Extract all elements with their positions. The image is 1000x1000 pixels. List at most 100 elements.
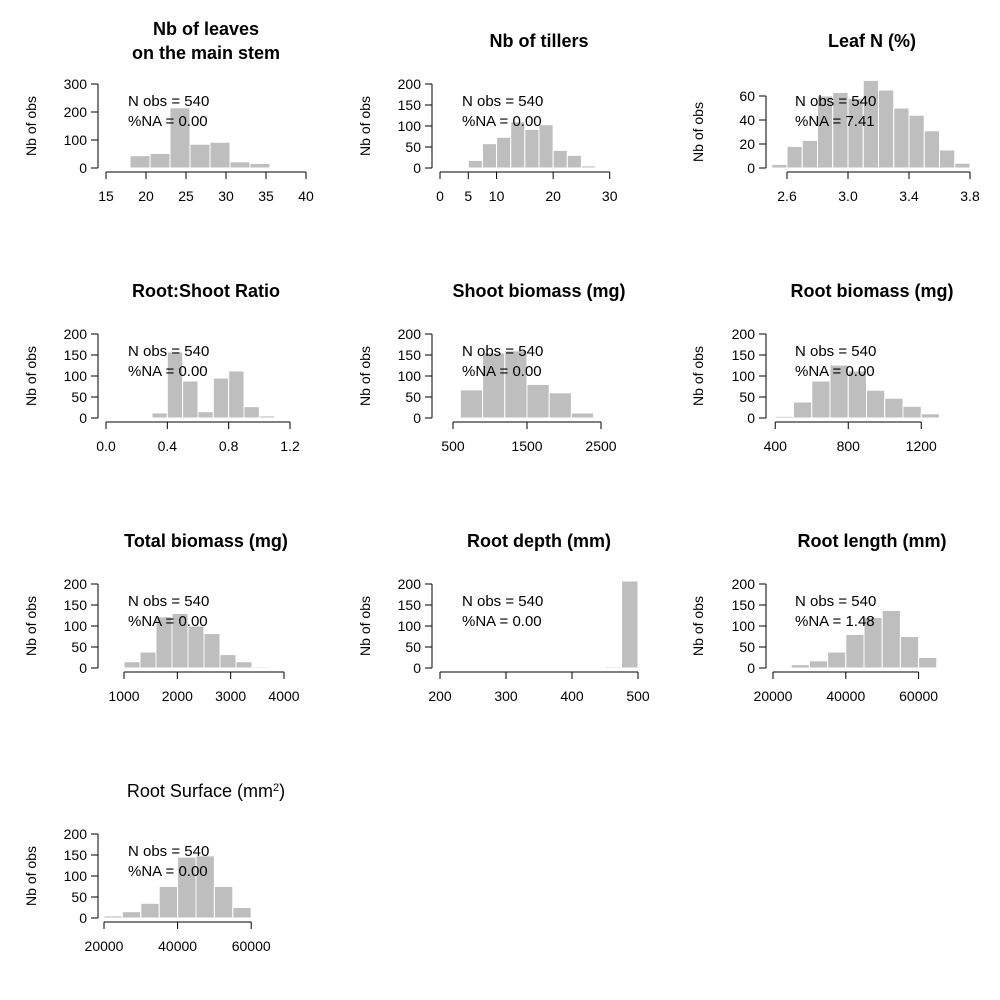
y-tick-label: 50	[405, 139, 421, 155]
x-tick-label: 20	[138, 188, 154, 204]
panel-title: Nb of leaves	[153, 19, 259, 39]
x-tick-label: 200	[428, 688, 452, 704]
histogram-bar	[158, 886, 179, 919]
y-axis-label: Nb of obs	[23, 596, 39, 656]
histogram-bar	[524, 128, 540, 169]
x-tick-label: 40000	[826, 688, 865, 704]
histogram-bar	[570, 412, 595, 419]
n-obs-annotation: N obs = 540	[795, 593, 876, 610]
panel-title: Leaf N (%)	[828, 31, 916, 51]
x-tick-label: 2.6	[777, 188, 797, 204]
histogram-bar	[923, 130, 940, 169]
y-tick-label: 150	[398, 347, 422, 363]
histogram-bar	[169, 107, 191, 169]
y-tick-label: 200	[398, 326, 422, 342]
histogram-panel-3: Leaf N (%) 0 20 40 60 2.6 3.0 3.4 3.8 Nb of obs N …	[690, 31, 980, 204]
histogram-bar	[140, 902, 160, 919]
panel-title: Root Surface (mm2)	[127, 781, 285, 801]
histogram-bar	[878, 89, 895, 169]
histogram-bar	[243, 406, 260, 419]
y-tick-label: 0	[79, 910, 87, 926]
histogram-panel-2: Nb of tillers 0 50 100 150 200 0 5 10 20 30 Nb of o…	[357, 31, 618, 204]
histogram-bar	[621, 580, 639, 669]
histogram-bar	[548, 392, 572, 419]
x-tick-label: 4000	[268, 688, 299, 704]
histogram-bar	[893, 107, 910, 169]
histogram-bar	[580, 165, 597, 169]
histogram-bar	[459, 389, 484, 419]
histogram-bar	[121, 911, 142, 919]
x-tick-label: 20000	[85, 938, 124, 954]
histogram-bar	[504, 350, 528, 419]
y-tick-label: 100	[732, 368, 756, 384]
n-obs-annotation: N obs = 540	[462, 593, 543, 610]
y-axis-label: Nb of obs	[690, 102, 706, 162]
y-axis-label: Nb of obs	[23, 846, 39, 906]
histogram-bar	[908, 114, 925, 169]
x-tick-label: 0	[436, 188, 444, 204]
y-tick-label: 200	[398, 76, 422, 92]
n-obs-annotation: N obs = 540	[128, 593, 209, 610]
x-tick-label: 20	[545, 188, 561, 204]
histogram-bar	[251, 666, 269, 669]
y-tick-label: 200	[64, 104, 88, 120]
histogram-bar	[866, 389, 886, 419]
x-tick-label: 500	[626, 688, 650, 704]
y-axis-label: Nb of obs	[23, 346, 39, 406]
histogram-bar	[827, 651, 847, 669]
y-tick-label: 0	[747, 660, 755, 676]
n-obs-annotation: N obs = 540	[128, 343, 209, 360]
histogram-bar	[149, 152, 171, 169]
y-tick-label: 50	[405, 639, 421, 655]
y-tick-label: 200	[64, 576, 88, 592]
histogram-bar	[139, 651, 157, 669]
y-tick-label: 150	[64, 347, 88, 363]
y-tick-label: 100	[64, 618, 88, 634]
x-tick-label: 10	[489, 188, 505, 204]
x-tick-label: 400	[560, 688, 584, 704]
x-tick-label: 30	[602, 188, 618, 204]
y-tick-label: 50	[71, 889, 87, 905]
na-annotation: %NA = 1.48	[795, 613, 875, 630]
title-superscript: 2	[273, 782, 279, 794]
y-tick-label: 0	[79, 410, 87, 426]
histogram-panel-10: Root Surface (mm2) 0 50 100 150 200 20000 40000…	[23, 781, 285, 954]
histogram-bar	[538, 124, 554, 169]
histogram-bar	[899, 636, 920, 669]
histogram-bar	[786, 145, 803, 169]
histogram-bar	[604, 666, 622, 669]
na-annotation: %NA = 0.00	[128, 363, 208, 380]
histogram-bar	[884, 397, 904, 419]
histogram-bar	[187, 625, 205, 669]
title-suffix: )	[279, 781, 285, 801]
histogram-bar	[793, 401, 813, 419]
histogram-bar	[881, 609, 901, 669]
histogram-panel-6: Root biomass (mg) 0 50 100 150 200 400 800 1200 N…	[690, 281, 977, 454]
x-tick-label: 5	[464, 188, 472, 204]
histogram-bar	[209, 141, 231, 169]
y-tick-label: 40	[739, 112, 755, 128]
x-tick-label: 2500	[585, 438, 616, 454]
histogram-bar	[954, 162, 971, 169]
y-tick-label: 20	[739, 136, 755, 152]
y-tick-label: 100	[398, 368, 422, 384]
y-tick-label: 60	[739, 88, 755, 104]
histogram-bar	[249, 163, 271, 169]
histogram-bar	[811, 380, 831, 419]
y-tick-label: 200	[64, 326, 88, 342]
histogram-bar	[258, 415, 276, 419]
na-annotation: %NA = 0.00	[462, 613, 542, 630]
histogram-bar	[902, 405, 922, 419]
y-tick-label: 0	[79, 160, 87, 176]
x-tick-label: 0.4	[158, 438, 178, 454]
histogram-bar	[189, 143, 211, 169]
histogram-bar	[845, 633, 865, 669]
y-axis-label: Nb of obs	[357, 596, 373, 656]
histogram-bar	[918, 657, 938, 669]
histogram-bar	[801, 139, 818, 169]
x-tick-label: 3000	[215, 688, 246, 704]
x-tick-label: 800	[837, 438, 861, 454]
panel-title: Nb of tillers	[489, 31, 588, 51]
n-obs-annotation: N obs = 540	[462, 93, 543, 110]
y-tick-label: 0	[413, 410, 421, 426]
